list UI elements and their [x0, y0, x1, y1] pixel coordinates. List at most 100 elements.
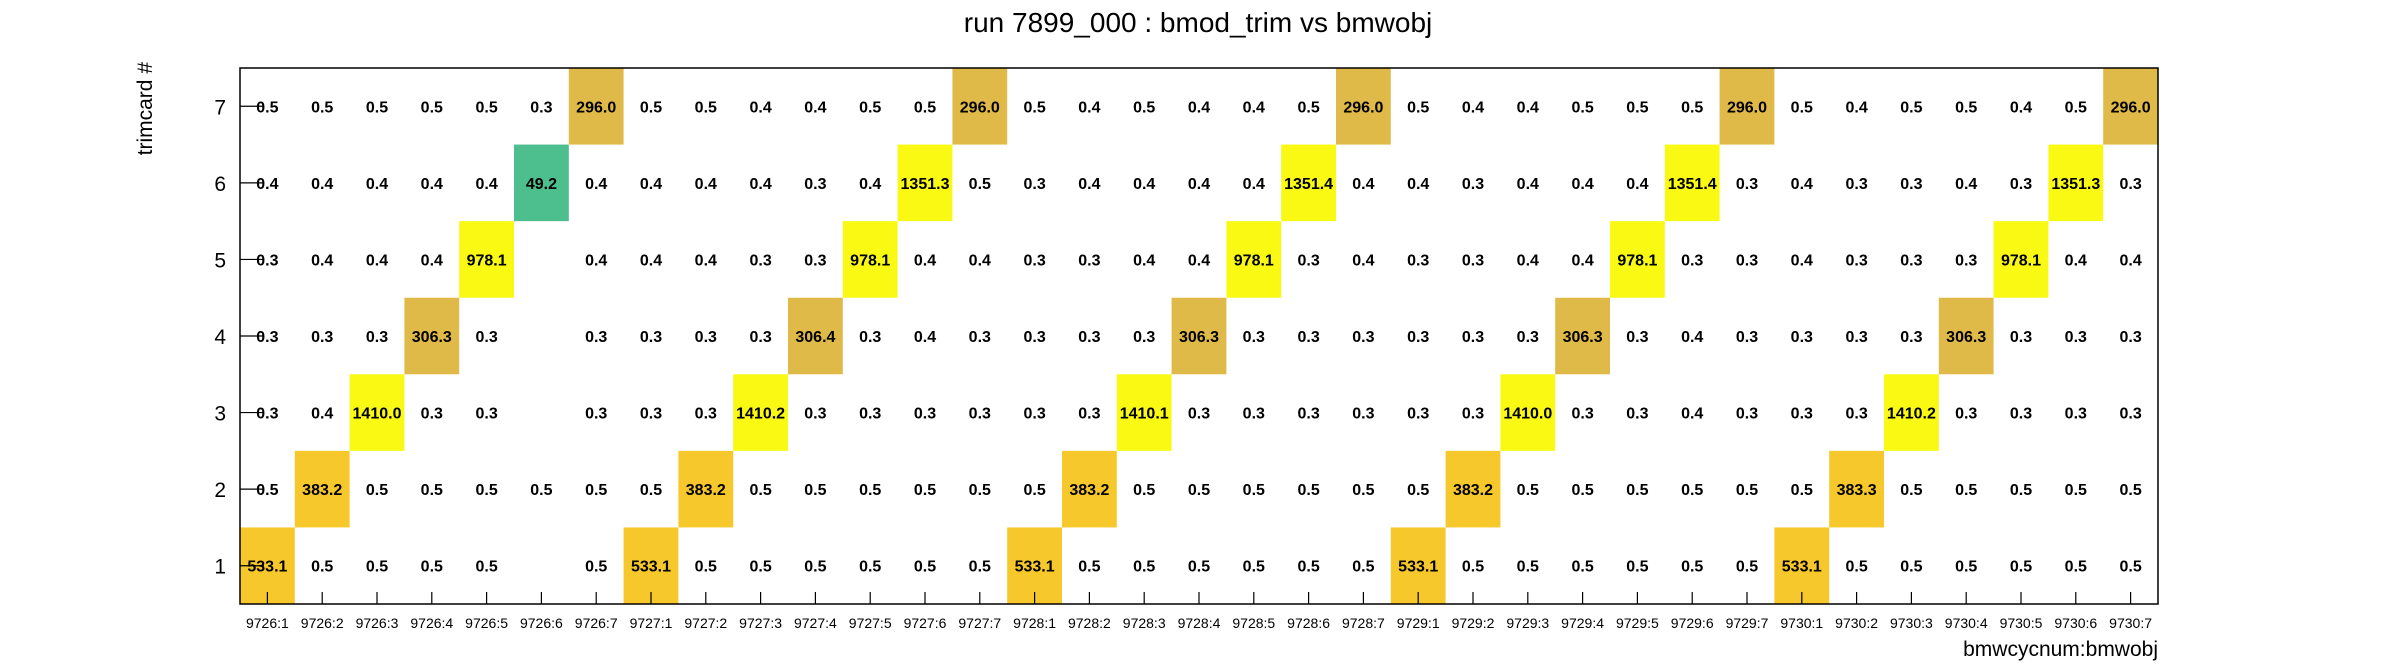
cell-value-label: 296.0 — [1343, 99, 1383, 116]
cell-value-label: 0.3 — [1297, 329, 1319, 346]
cell-value-label: 0.4 — [311, 406, 333, 423]
heatmap-cell — [1774, 527, 1830, 604]
x-tick-label: 9728:1 — [1013, 615, 1056, 631]
cell-value-label: 0.4 — [1133, 176, 1155, 193]
cell-value-label: 0.3 — [1352, 329, 1374, 346]
cell-value-label: 978.1 — [1617, 252, 1657, 269]
cell-value-label: 0.5 — [1955, 559, 1977, 576]
cell-value-label: 0.3 — [695, 329, 717, 346]
cell-value-label: 0.4 — [1517, 176, 1539, 193]
cell-value-label: 0.5 — [1900, 99, 1922, 116]
cell-value-label: 0.5 — [1791, 482, 1813, 499]
cell-value-label: 0.5 — [969, 482, 991, 499]
heatmap-cell — [1281, 144, 1336, 222]
cell-value-label: 306.3 — [1563, 329, 1603, 346]
cell-value-label: 0.5 — [1900, 559, 1922, 576]
x-tick-label: 9730:7 — [2109, 615, 2152, 631]
cell-value-label: 0.5 — [1791, 99, 1813, 116]
x-axis-label: bmwcycnum:bmwobj — [1963, 638, 2158, 661]
cell-value-label: 0.4 — [640, 176, 662, 193]
cell-value-label: 1351.3 — [2051, 176, 2100, 193]
cell-value-label: 533.1 — [1398, 559, 1438, 576]
cell-value-label: 533.1 — [1015, 559, 1055, 576]
cell-value-label: 0.3 — [1955, 406, 1977, 423]
cell-value-label: 0.3 — [1791, 406, 1813, 423]
heatmap-cell — [1336, 68, 1391, 145]
heatmap-cell — [1719, 68, 1775, 145]
cell-value-label: 0.4 — [914, 252, 936, 269]
cell-value-label: 0.5 — [1955, 99, 1977, 116]
cell-value-label: 0.5 — [1243, 482, 1265, 499]
heatmap-cell — [952, 68, 1008, 145]
cell-value-label: 0.3 — [1626, 406, 1648, 423]
cell-value-label: 0.3 — [2010, 176, 2032, 193]
cell-value-label: 0.5 — [859, 559, 881, 576]
cell-value-label: 0.3 — [1078, 329, 1100, 346]
cell-value-label: 0.3 — [2065, 406, 2087, 423]
cell-value-label: 0.3 — [2010, 329, 2032, 346]
cell-value-label: 0.3 — [1791, 329, 1813, 346]
heatmap-cell — [1226, 221, 1282, 298]
cell-value-label: 0.3 — [640, 329, 662, 346]
x-tick-label: 9726:3 — [356, 615, 399, 631]
cell-value-label: 296.0 — [2111, 99, 2151, 116]
cell-value-label: 0.5 — [1023, 482, 1045, 499]
x-tick-label: 9727:5 — [849, 615, 892, 631]
cell-value-label: 1410.1 — [1120, 406, 1169, 423]
cell-value-label: 0.5 — [530, 482, 552, 499]
cell-value-label: 0.3 — [749, 329, 771, 346]
cell-value-label: 1351.4 — [1668, 176, 1717, 193]
y-tick-label: 3 — [214, 403, 226, 426]
heatmap-cell — [1993, 221, 2049, 298]
cell-value-label: 0.4 — [256, 176, 278, 193]
cell-value-label: 0.5 — [1571, 99, 1593, 116]
heatmap-cell — [1938, 297, 1994, 375]
cell-value-label: 0.5 — [2010, 559, 2032, 576]
heatmap-cell — [1610, 221, 1665, 298]
cell-value-label: 0.5 — [421, 482, 443, 499]
cell-value-label: 0.5 — [2119, 482, 2141, 499]
x-tick-label: 9728:3 — [1123, 615, 1166, 631]
cell-value-label: 0.4 — [1133, 252, 1155, 269]
cell-value-label: 0.3 — [1462, 406, 1484, 423]
cell-value-label: 0.3 — [1845, 329, 1867, 346]
heatmap-cell — [294, 450, 350, 528]
cell-value-label: 0.3 — [256, 329, 278, 346]
cell-value-label: 978.1 — [1234, 252, 1274, 269]
x-tick-label: 9727:7 — [958, 615, 1001, 631]
cell-value-label: 0.5 — [1462, 559, 1484, 576]
cell-value-label: 0.5 — [749, 482, 771, 499]
cell-value-label: 0.5 — [804, 482, 826, 499]
cell-value-label: 0.4 — [640, 252, 662, 269]
cell-value-label: 0.5 — [311, 559, 333, 576]
cell-value-label: 1410.0 — [1503, 406, 1552, 423]
cell-value-label: 0.4 — [1188, 99, 1210, 116]
x-tick-label: 9728:5 — [1232, 615, 1275, 631]
cell-value-label: 0.4 — [1791, 252, 1813, 269]
cell-value-label: 0.3 — [475, 406, 497, 423]
cell-value-label: 0.5 — [1023, 99, 1045, 116]
cell-value-label: 0.5 — [585, 482, 607, 499]
cell-value-label: 533.1 — [631, 559, 671, 576]
cell-value-label: 0.4 — [1681, 329, 1703, 346]
cell-value-label: 0.4 — [1243, 176, 1265, 193]
cell-value-label: 0.5 — [2119, 559, 2141, 576]
x-tick-label: 9730:3 — [1890, 615, 1933, 631]
x-tick-label: 9727:4 — [794, 615, 837, 631]
heatmap-cell — [1062, 450, 1117, 528]
cell-value-label: 0.4 — [695, 252, 717, 269]
cell-value-label: 0.3 — [2119, 329, 2141, 346]
cell-value-label: 0.5 — [256, 99, 278, 116]
cell-value-label: 0.5 — [640, 482, 662, 499]
cell-value-label: 306.3 — [1179, 329, 1219, 346]
cell-value-label: 0.3 — [969, 329, 991, 346]
cell-value-label: 0.5 — [1133, 559, 1155, 576]
cell-value-label: 0.4 — [2119, 252, 2141, 269]
cell-value-label: 306.4 — [795, 329, 835, 346]
x-tick-label: 9730:4 — [1945, 615, 1988, 631]
y-axis-label: trimcard # — [134, 62, 157, 156]
cell-value-label: 0.5 — [1571, 482, 1593, 499]
cell-value-label: 0.3 — [585, 329, 607, 346]
heatmap-cell — [514, 144, 569, 222]
cell-value-label: 0.3 — [1845, 176, 1867, 193]
